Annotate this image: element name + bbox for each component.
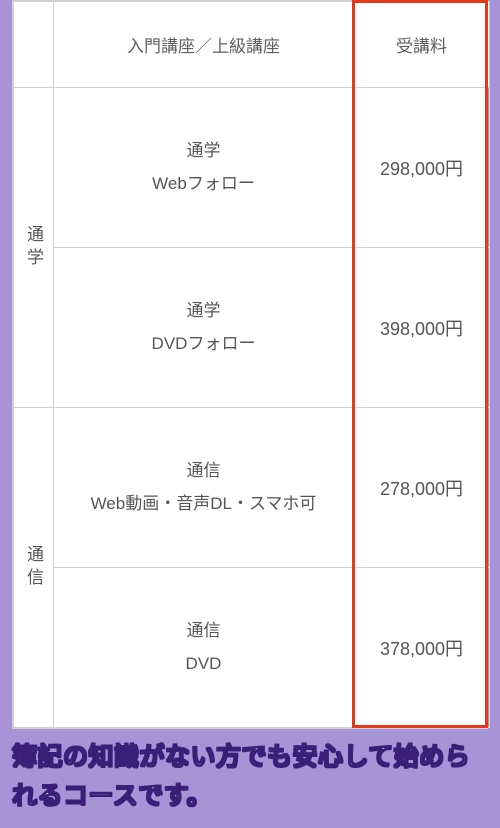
price-cell: 278,000円 bbox=[354, 408, 490, 568]
pricing-table-container: 入門講座／上級講座 受講料 通学 通学 Webフォロー 298,000円 通学 … bbox=[12, 0, 488, 729]
course-line2: DVD bbox=[58, 648, 349, 680]
course-line1: 通学 bbox=[58, 295, 349, 327]
course-cell: 通学 Webフォロー bbox=[54, 88, 354, 248]
course-line1: 通信 bbox=[58, 455, 349, 487]
course-line1: 通学 bbox=[58, 135, 349, 167]
table-header-row: 入門講座／上級講座 受講料 bbox=[14, 2, 490, 88]
category-cell-commute: 通学 bbox=[14, 88, 54, 408]
table-row: 通学 通学 Webフォロー 298,000円 bbox=[14, 88, 490, 248]
caption-text: 簿記の知識がない方でも安心して始められるコースです。 bbox=[12, 738, 488, 816]
header-course: 入門講座／上級講座 bbox=[54, 2, 354, 88]
price-cell: 298,000円 bbox=[354, 88, 490, 248]
course-line2: Web動画・音声DL・スマホ可 bbox=[58, 488, 349, 520]
category-label: 通学 bbox=[21, 88, 46, 407]
category-cell-correspondence: 通信 bbox=[14, 408, 54, 728]
course-cell: 通信 DVD bbox=[54, 568, 354, 728]
header-price: 受講料 bbox=[354, 2, 490, 88]
table-row: 通学 DVDフォロー 398,000円 bbox=[14, 248, 490, 408]
header-category bbox=[14, 2, 54, 88]
pricing-table: 入門講座／上級講座 受講料 通学 通学 Webフォロー 298,000円 通学 … bbox=[13, 1, 490, 728]
price-cell: 398,000円 bbox=[354, 248, 490, 408]
course-line1: 通信 bbox=[58, 615, 349, 647]
table-row: 通信 通信 Web動画・音声DL・スマホ可 278,000円 bbox=[14, 408, 490, 568]
category-label: 通信 bbox=[21, 408, 46, 727]
course-cell: 通学 DVDフォロー bbox=[54, 248, 354, 408]
table-row: 通信 DVD 378,000円 bbox=[14, 568, 490, 728]
course-cell: 通信 Web動画・音声DL・スマホ可 bbox=[54, 408, 354, 568]
price-cell: 378,000円 bbox=[354, 568, 490, 728]
course-line2: Webフォロー bbox=[58, 168, 349, 200]
course-line2: DVDフォロー bbox=[58, 328, 349, 360]
